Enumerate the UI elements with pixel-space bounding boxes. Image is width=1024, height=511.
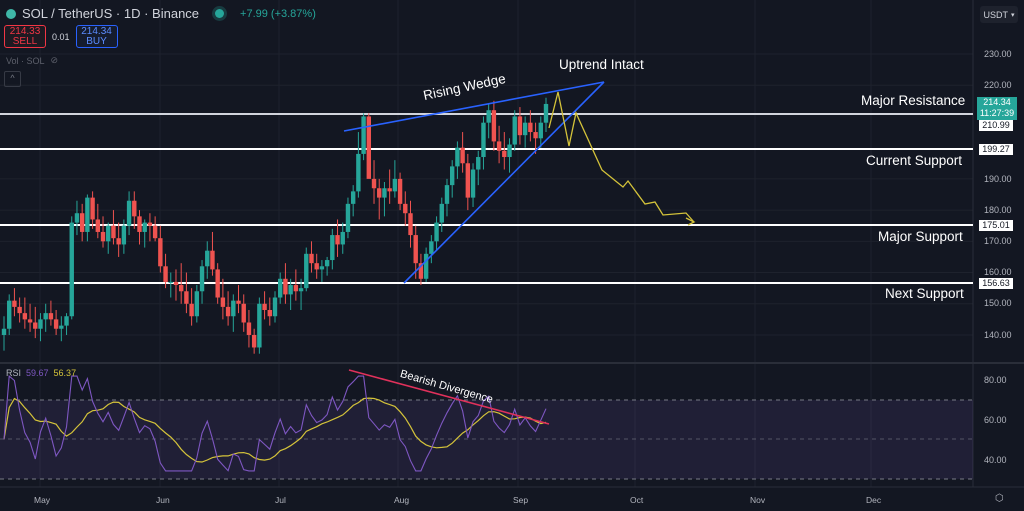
rsi-ma-value: 56.37 xyxy=(53,368,77,378)
time-tick: Nov xyxy=(750,495,766,505)
sell-price: 214.33 xyxy=(9,26,41,37)
bar-countdown: 11:27:39 xyxy=(979,108,1015,118)
price-tick: 220.00 xyxy=(984,80,1012,90)
rsi-tick: 80.00 xyxy=(984,375,1007,385)
sol-logo-icon xyxy=(6,8,16,19)
price-tick: 170.00 xyxy=(984,236,1012,246)
rsi-label: RSI xyxy=(6,368,22,378)
level-price-label: 199.27 xyxy=(979,144,1013,155)
projection-arrow-icon xyxy=(685,217,696,226)
buy-price: 214.34 xyxy=(81,26,112,37)
price-tick: 180.00 xyxy=(984,205,1012,215)
volume-legend: Vol · SOL ⊘ xyxy=(6,55,58,66)
level-label-current-support: Current Support xyxy=(866,153,963,168)
chevron-down-icon: ▾ xyxy=(1010,11,1015,19)
rsi-tick: 60.00 xyxy=(984,415,1007,425)
time-tick: Oct xyxy=(630,495,644,505)
price-tick: 190.00 xyxy=(984,174,1012,184)
collapse-legend-button[interactable]: ^ xyxy=(4,71,21,87)
time-tick: Jul xyxy=(275,495,286,505)
buy-label: BUY xyxy=(86,36,107,47)
level-label-major-resistance: Major Resistance xyxy=(861,93,966,108)
currency-select[interactable]: USDT ▾ xyxy=(980,6,1018,23)
symbol-title[interactable]: SOL / TetherUS · 1D · Binance xyxy=(22,6,200,21)
level-price-label: 175.01 xyxy=(979,220,1013,231)
price-tick: 160.00 xyxy=(984,267,1012,277)
time-tick: Aug xyxy=(394,495,410,505)
eye-hidden-icon[interactable]: ⊘ xyxy=(50,55,59,65)
time-tick: Jun xyxy=(156,495,170,505)
spread: 0.01 xyxy=(52,31,70,42)
rising-wedge[interactable] xyxy=(343,81,605,284)
sell-label: SELL xyxy=(12,36,38,47)
time-tick: May xyxy=(34,495,51,505)
rsi-tick: 40.00 xyxy=(984,455,1007,465)
time-tick: Dec xyxy=(866,495,882,505)
currency-label: USDT xyxy=(983,9,1008,20)
rsi-ma-line xyxy=(3,397,547,463)
rsi-legend: RSI 59.67 56.37 xyxy=(6,368,76,378)
candlestick-series xyxy=(1,97,549,354)
time-tick: Sep xyxy=(513,495,529,505)
current-price: 214.34 xyxy=(983,97,1011,107)
buy-button[interactable]: 214.34 BUY xyxy=(75,25,118,48)
price-tick: 230.00 xyxy=(984,49,1012,59)
current-price-label: 214.34 11:27:39 xyxy=(977,97,1017,120)
level-price-label: 210.99 xyxy=(979,120,1013,131)
volume-label: Vol · SOL xyxy=(6,55,45,66)
symbol-header: SOL / TetherUS · 1D · Binance +7.99 (+3.… xyxy=(6,6,316,21)
price-tick: 150.00 xyxy=(984,298,1012,308)
price-change: +7.99 (+3.87%) xyxy=(240,7,316,20)
level-label-major-support: Major Support xyxy=(878,229,963,244)
market-open-icon xyxy=(215,9,225,18)
settings-gear-icon[interactable]: ⬡ xyxy=(995,493,1004,504)
divergence-line[interactable] xyxy=(348,369,550,425)
rsi-value: 59.67 xyxy=(26,368,49,378)
projection-path[interactable] xyxy=(548,91,695,223)
sell-button[interactable]: 214.33 SELL xyxy=(4,25,46,48)
uptrend-annotation: Uptrend Intact xyxy=(559,57,644,72)
price-tick: 140.00 xyxy=(984,330,1012,340)
trade-panel: 214.33 SELL 0.01 214.34 BUY xyxy=(4,25,118,48)
level-price-label: 156.63 xyxy=(979,278,1013,289)
grid-lines xyxy=(0,0,973,487)
level-label-next-support: Next Support xyxy=(885,286,964,301)
